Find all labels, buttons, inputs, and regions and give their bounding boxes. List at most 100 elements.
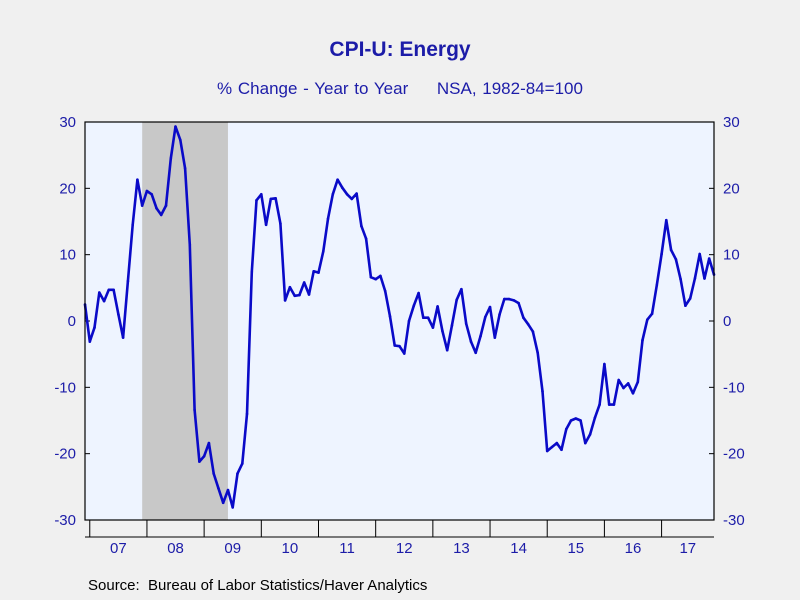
y-tick-label-right: 0 [723, 313, 731, 330]
data-point [493, 336, 497, 339]
plot-frame [84, 121, 715, 521]
data-point [707, 257, 711, 260]
data-point [455, 298, 459, 302]
source-note: Source: Bureau of Labor Statistics/Haver… [88, 577, 428, 594]
y-tick-label-left: 10 [59, 247, 76, 264]
data-point [383, 289, 387, 293]
data-point [460, 287, 463, 291]
data-point [479, 335, 482, 338]
data-point [169, 157, 173, 160]
data-point [650, 312, 654, 316]
y-tick-label-right: 30 [723, 114, 740, 131]
data-point [288, 285, 292, 289]
chart-title: CPI-U: Energy [329, 38, 471, 61]
data-point [665, 218, 668, 222]
data-point [355, 192, 358, 195]
data-point [445, 348, 449, 352]
data-point [593, 416, 597, 420]
data-point [107, 288, 111, 292]
data-point [341, 186, 344, 189]
data-point [388, 315, 392, 318]
data-point [131, 223, 134, 227]
data-point [545, 449, 549, 453]
data-point [88, 340, 92, 343]
data-point [221, 501, 225, 505]
data-point [469, 340, 473, 343]
data-point [226, 488, 230, 492]
data-point [526, 323, 530, 326]
data-point [369, 275, 373, 279]
data-point [688, 297, 692, 300]
data-point [188, 243, 192, 246]
data-point [431, 326, 435, 329]
data-point [679, 277, 682, 281]
data-point [317, 271, 320, 274]
data-point [245, 412, 249, 416]
data-point [360, 224, 363, 228]
data-point [684, 304, 687, 308]
data-point [269, 197, 273, 201]
x-tick-label: 15 [567, 540, 584, 557]
data-point [112, 288, 115, 292]
data-point [536, 351, 539, 355]
data-point [541, 390, 544, 393]
data-point [136, 178, 139, 181]
data-point [641, 338, 644, 342]
data-point [436, 305, 439, 308]
data-point [655, 283, 659, 287]
data-point [574, 417, 578, 420]
data-point [250, 270, 254, 274]
data-point [379, 274, 382, 278]
data-point [674, 258, 678, 261]
y-tick-label-left: -10 [54, 379, 76, 396]
data-point [302, 281, 306, 284]
data-point [474, 351, 478, 355]
data-point [698, 252, 701, 256]
data-point [612, 403, 616, 406]
data-point [617, 378, 620, 382]
data-point [374, 277, 378, 281]
data-point [159, 213, 163, 217]
x-tick-label: 07 [110, 540, 127, 557]
data-point [241, 462, 244, 465]
y-tick-label-right: -20 [723, 446, 745, 463]
x-tick-label: 11 [339, 540, 355, 557]
data-point [550, 445, 554, 449]
data-point [322, 250, 325, 253]
data-point [307, 293, 311, 296]
y-tick-label-left: 0 [68, 313, 76, 330]
data-point [198, 460, 201, 463]
x-tick-label: 09 [224, 540, 241, 557]
data-point [121, 336, 125, 339]
data-point [488, 305, 492, 309]
data-point [626, 382, 630, 385]
data-point [202, 455, 206, 458]
data-point [326, 217, 330, 221]
data-point [569, 419, 573, 422]
data-point [636, 380, 640, 384]
data-point [517, 301, 520, 305]
data-point [622, 386, 625, 390]
data-point [193, 408, 196, 412]
x-tick-label: 17 [679, 540, 696, 557]
data-point [93, 326, 96, 329]
data-point [217, 486, 220, 490]
data-point [584, 441, 587, 445]
data-point [512, 299, 516, 302]
data-point [155, 206, 158, 210]
data-point [264, 223, 268, 227]
y-tick-label-left: 20 [59, 180, 76, 197]
data-point [255, 199, 258, 202]
x-tick-label: 14 [510, 540, 527, 557]
x-tick-label: 16 [625, 540, 642, 557]
data-point [603, 362, 606, 366]
data-point [293, 294, 297, 298]
data-point [183, 167, 187, 170]
data-point [179, 138, 182, 142]
data-point [669, 248, 673, 252]
data-point [588, 433, 592, 436]
data-point [503, 297, 506, 301]
data-point [274, 197, 277, 200]
data-point [117, 313, 120, 316]
